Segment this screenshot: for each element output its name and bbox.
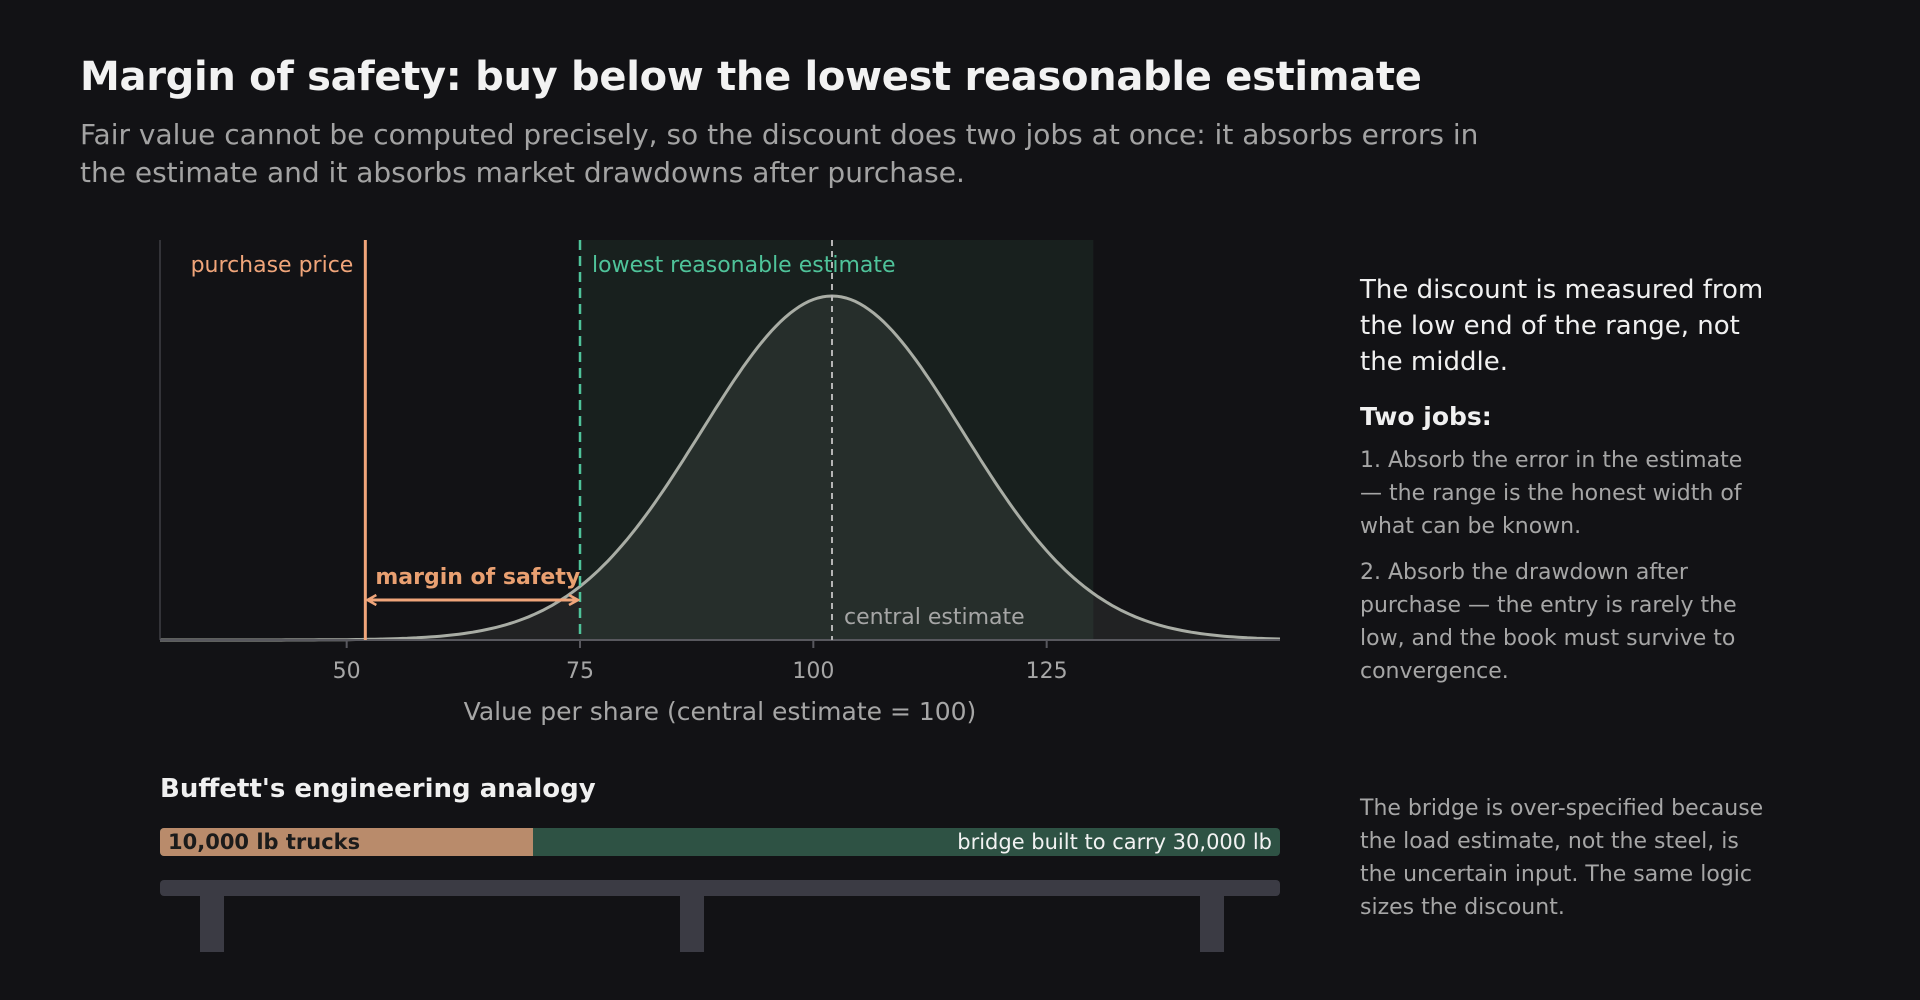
- page-title: Margin of safety: buy below the lowest r…: [80, 54, 1422, 100]
- x-tick-label: 125: [1026, 659, 1068, 684]
- sidebar-job-1: 1. Absorb the error in the estimate — th…: [1360, 448, 1743, 539]
- bridge-deck: [160, 880, 1280, 896]
- x-tick-label: 75: [566, 659, 594, 684]
- x-tick-label: 50: [333, 659, 361, 684]
- purchase-price-label: purchase price: [191, 253, 354, 278]
- truck-load-label: 10,000 lb trucks: [168, 830, 361, 854]
- central-estimate-label: central estimate: [844, 605, 1025, 630]
- bridge-capacity-label: bridge built to carry 30,000 lb: [957, 830, 1272, 854]
- x-axis-ticks: 50 75 100 125: [333, 640, 1068, 684]
- bridge-pier: [680, 896, 704, 952]
- value-distribution-chart: 50 75 100 125 purchase price lowest reasona…: [159, 240, 1281, 726]
- x-tick-label: 100: [792, 659, 834, 684]
- distribution-area: [160, 296, 1280, 640]
- analogy-heading: Buffett's engineering analogy: [160, 774, 596, 804]
- bridge-pier: [200, 896, 224, 952]
- x-axis-label: Value per share (central estimate = 100): [464, 697, 977, 726]
- bridge-pier: [1200, 896, 1224, 952]
- lowest-estimate-label: lowest reasonable estimate: [592, 253, 896, 278]
- truck-load-fill: [160, 828, 534, 856]
- sidebar-lead-text: The discount is measured from the low en…: [1360, 275, 1764, 377]
- page-subtitle: Fair value cannot be computed precisely,…: [80, 118, 1479, 189]
- bridge-capacity-bar: 10,000 lb trucks bridge built to carry 3…: [160, 828, 1280, 856]
- margin-of-safety-label: margin of safety: [375, 565, 580, 590]
- sidebar-job-2: 2. Absorb the drawdown after purchase — …: [1360, 560, 1737, 684]
- analogy-note: The bridge is over-specified because the…: [1360, 796, 1764, 920]
- estimate-range-band: [580, 240, 1094, 640]
- sidebar-jobs-heading: Two jobs:: [1360, 402, 1492, 431]
